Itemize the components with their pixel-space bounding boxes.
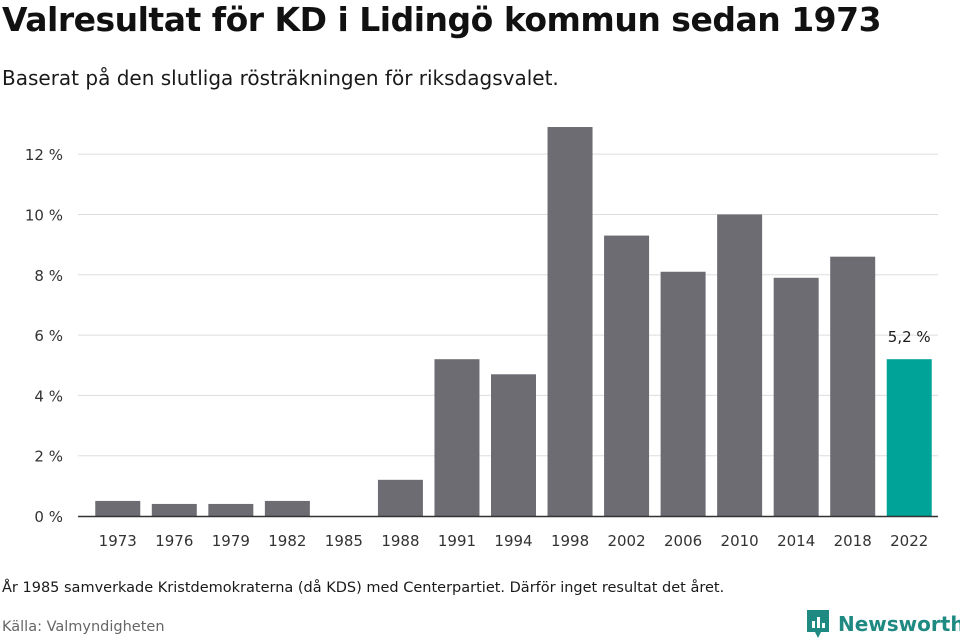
bar-chart: 0 % 2 % 4 % 6 % 8 % 10 % 12 % 1973 1976 1979 1982 1…: [25, 127, 938, 550]
newsworthy-logo-icon: [807, 610, 829, 638]
bar: [547, 127, 593, 516]
x-tick-label: 1988: [381, 532, 419, 550]
source-credit: Källa: Valmyndigheten: [2, 619, 165, 635]
brand[interactable]: Newsworthy: [805, 608, 960, 640]
x-tick-label: 1982: [268, 532, 306, 550]
bar: [830, 256, 876, 516]
footnote: År 1985 samverkade Kristdemokraterna (då…: [2, 580, 725, 596]
data-label: 5,2 %: [888, 328, 931, 346]
x-tick-label: 2006: [664, 532, 702, 550]
bar: [208, 503, 254, 516]
bar: [95, 500, 141, 516]
bar: [773, 277, 819, 516]
y-tick-label: 12 %: [25, 146, 63, 164]
y-tick-label: 6 %: [34, 327, 63, 345]
y-tick-label: 2 %: [34, 448, 63, 466]
bar: [717, 214, 763, 516]
y-tick-label: 8 %: [34, 267, 63, 285]
x-tick-label: 1994: [494, 532, 532, 550]
bar: [660, 271, 706, 516]
bar: [604, 235, 650, 517]
bar: [264, 500, 310, 516]
x-tick-label: 1991: [438, 532, 476, 550]
x-tick-label: 2002: [607, 532, 645, 550]
x-tick-label: 1973: [99, 532, 137, 550]
x-tick-label: 2014: [777, 532, 815, 550]
x-tick-label: 2022: [890, 532, 928, 550]
x-tick-label: 2010: [721, 532, 759, 550]
chart-subtitle: Baserat på den slutliga rösträkningen fö…: [2, 66, 559, 90]
y-tick-label: 0 %: [34, 508, 63, 526]
y-tick-label: 10 %: [25, 206, 63, 224]
bar: [491, 374, 536, 516]
x-tick-label: 1979: [212, 532, 250, 550]
x-tick-label: 2018: [834, 532, 872, 550]
x-tick-label: 1976: [155, 532, 193, 550]
y-tick-label: 4 %: [34, 387, 63, 405]
bar-highlight: [886, 359, 932, 516]
bar: [151, 503, 197, 516]
brand-name: Newsworthy: [838, 612, 960, 636]
x-tick-label: 1985: [325, 532, 363, 550]
bar: [377, 479, 423, 516]
chart-title: Valresultat för KD i Lidingö kommun seda…: [2, 0, 882, 39]
bar: [434, 359, 480, 516]
x-tick-label: 1998: [551, 532, 589, 550]
